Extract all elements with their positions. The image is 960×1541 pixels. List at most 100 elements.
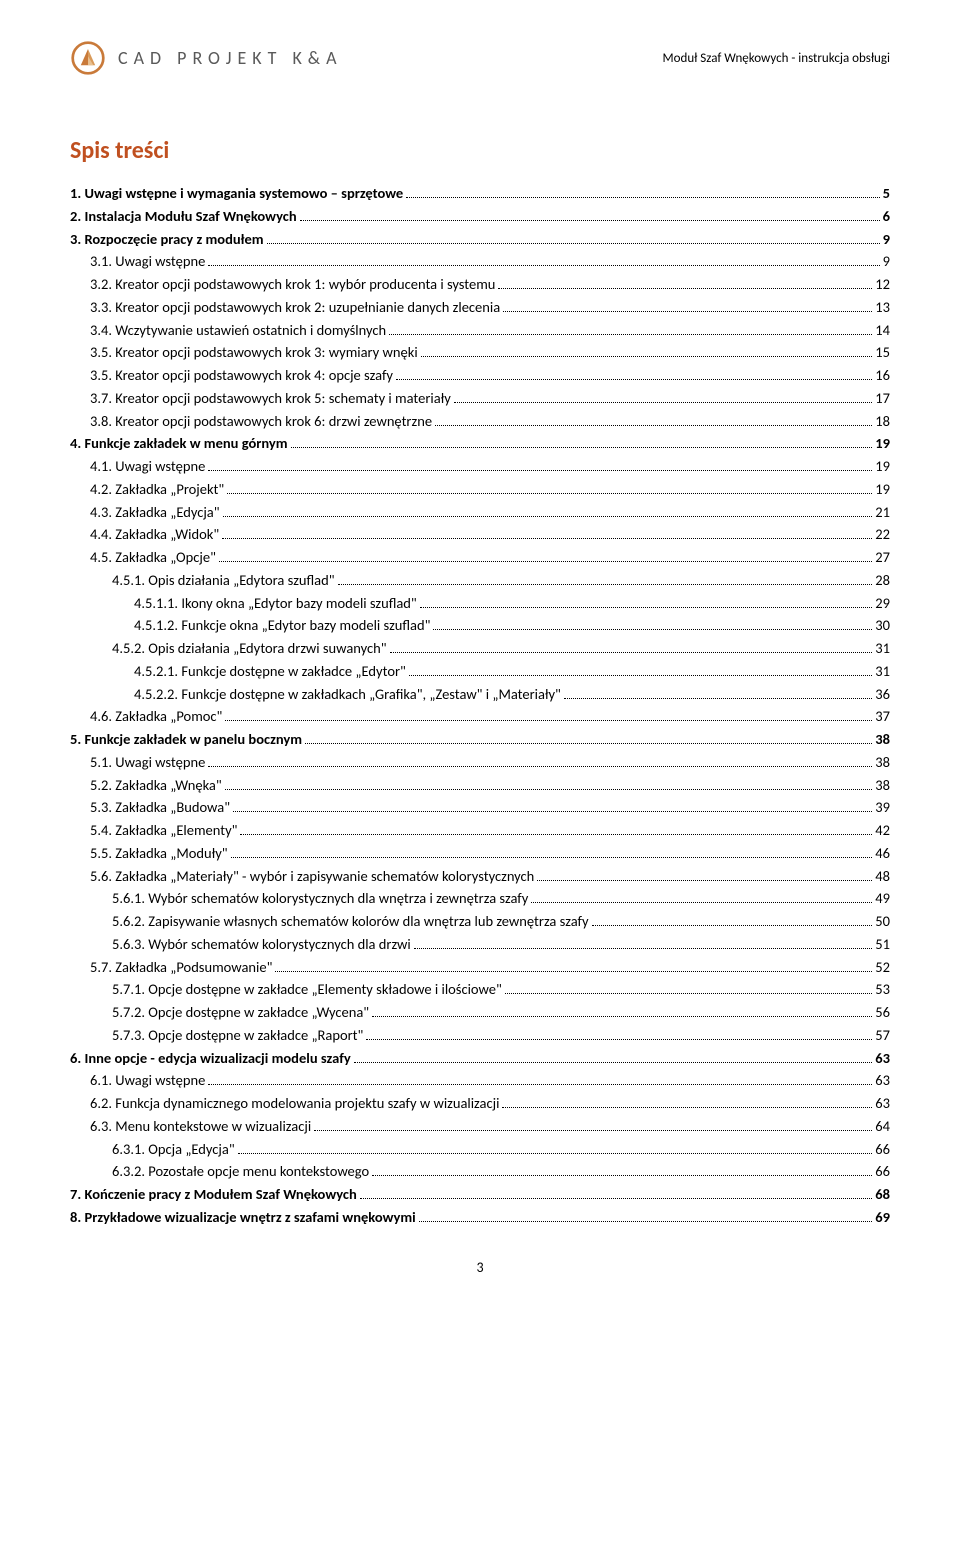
toc-label: 3.1. Uwagi wstępne (90, 251, 205, 273)
toc-entry[interactable]: 6.3.1. Opcja „Edycja"66 (70, 1139, 890, 1161)
toc-entry[interactable]: 3.4. Wczytywanie ustawień ostatnich i do… (70, 320, 890, 342)
toc-entry[interactable]: 4.5.2.1. Funkcje dostępne w zakładce „Ed… (70, 661, 890, 683)
toc-page: 57 (875, 1025, 890, 1047)
toc-leader-dots (531, 902, 872, 903)
toc-entry[interactable]: 5.6.2. Zapisywanie własnych schematów ko… (70, 911, 890, 933)
toc-entry[interactable]: 4.5.1.2. Funkcje okna „Edytor bazy model… (70, 615, 890, 637)
toc-leader-dots (233, 811, 872, 812)
toc-leader-dots (433, 629, 872, 630)
toc-label: 4.2. Zakładka „Projekt" (90, 479, 224, 501)
toc-entry[interactable]: 4.5.1.1. Ikony okna „Edytor bazy modeli … (70, 593, 890, 615)
toc-label: 3.8. Kreator opcji podstawowych krok 6: … (90, 411, 432, 433)
toc-leader-dots (592, 925, 873, 926)
toc-entry[interactable]: 7. Kończenie pracy z Modułem Szaf Wnękow… (70, 1184, 890, 1206)
toc-page: 52 (875, 957, 890, 979)
toc-entry[interactable]: 5.7.1. Opcje dostępne w zakładce „Elemen… (70, 979, 890, 1001)
toc-entry[interactable]: 3.3. Kreator opcji podstawowych krok 2: … (70, 297, 890, 319)
toc-entry[interactable]: 3. Rozpoczęcie pracy z modułem9 (70, 229, 890, 251)
toc-page: 15 (875, 342, 890, 364)
toc-leader-dots (208, 470, 872, 471)
toc-entry[interactable]: 3.2. Kreator opcji podstawowych krok 1: … (70, 274, 890, 296)
toc-entry[interactable]: 5. Funkcje zakładek w panelu bocznym38 (70, 729, 890, 751)
toc-entry[interactable]: 4.2. Zakładka „Projekt"19 (70, 479, 890, 501)
toc-page: 30 (875, 615, 890, 637)
toc-entry[interactable]: 6.1. Uwagi wstępne63 (70, 1070, 890, 1092)
toc-page: 42 (875, 820, 890, 842)
document-title: Moduł Szaf Wnękowych - instrukcja obsług… (663, 51, 890, 66)
toc-page: 63 (875, 1093, 890, 1115)
toc-entry[interactable]: 4.4. Zakładka „Widok"22 (70, 524, 890, 546)
toc-page: 19 (875, 433, 890, 455)
toc-label: 4.6. Zakładka „Pomoc" (90, 706, 222, 728)
toc-page: 13 (875, 297, 890, 319)
toc-entry[interactable]: 5.1. Uwagi wstępne38 (70, 752, 890, 774)
toc-entry[interactable]: 5.7.2. Opcje dostępne w zakładce „Wycena… (70, 1002, 890, 1024)
toc-leader-dots (372, 1175, 872, 1176)
toc-page: 50 (875, 911, 890, 933)
toc-label: 5.6.1. Wybór schematów kolorystycznych d… (112, 888, 528, 910)
toc-entry[interactable]: 4.3. Zakładka „Edycja"21 (70, 502, 890, 524)
toc-entry[interactable]: 3.5. Kreator opcji podstawowych krok 4: … (70, 365, 890, 387)
toc-entry[interactable]: 5.7. Zakładka „Podsumowanie"52 (70, 957, 890, 979)
toc-page: 64 (875, 1116, 890, 1138)
toc-page: 63 (875, 1048, 890, 1070)
toc-label: 4.3. Zakładka „Edycja" (90, 502, 220, 524)
toc-leader-dots (225, 789, 873, 790)
toc-leader-dots (208, 1084, 872, 1085)
toc-label: 5.7.1. Opcje dostępne w zakładce „Elemen… (112, 979, 502, 1001)
toc-page: 31 (875, 638, 890, 660)
toc-entry[interactable]: 4.5.1. Opis działania „Edytora szuflad"2… (70, 570, 890, 592)
toc-entry[interactable]: 4.5. Zakładka „Opcje"27 (70, 547, 890, 569)
toc-entry[interactable]: 5.3. Zakładka „Budowa" 39 (70, 797, 890, 819)
toc-entry[interactable]: 2. Instalacja Modułu Szaf Wnękowych6 (70, 206, 890, 228)
toc-page: 12 (875, 274, 890, 296)
toc-entry[interactable]: 6.2. Funkcja dynamicznego modelowania pr… (70, 1093, 890, 1115)
toc-label: 5.3. Zakładka „Budowa" (90, 797, 230, 819)
toc-label: 4.5. Zakładka „Opcje" (90, 547, 216, 569)
toc-page: 39 (875, 797, 890, 819)
toc-leader-dots (564, 698, 872, 699)
toc-label: 4.5.1.1. Ikony okna „Edytor bazy modeli … (134, 593, 417, 615)
toc-leader-dots (537, 880, 872, 881)
toc-entry[interactable]: 6.3.2. Pozostałe opcje menu kontekstoweg… (70, 1161, 890, 1183)
toc-entry[interactable]: 3.5. Kreator opcji podstawowych krok 3: … (70, 342, 890, 364)
toc-entry[interactable]: 3.7. Kreator opcji podstawowych krok 5: … (70, 388, 890, 410)
toc-page: 36 (875, 684, 890, 706)
toc-entry[interactable]: 5.5. Zakładka „Moduły"46 (70, 843, 890, 865)
toc-leader-dots (222, 538, 872, 539)
toc-leader-dots (503, 311, 872, 312)
toc-entry[interactable]: 6.3. Menu kontekstowe w wizualizacji64 (70, 1116, 890, 1138)
toc-entry[interactable]: 5.4. Zakładka „Elementy"42 (70, 820, 890, 842)
toc-entry[interactable]: 4. Funkcje zakładek w menu górnym19 (70, 433, 890, 455)
toc-entry[interactable]: 3.8. Kreator opcji podstawowych krok 6: … (70, 411, 890, 433)
toc-leader-dots (502, 1107, 872, 1108)
toc-leader-dots (291, 447, 873, 448)
toc-entry[interactable]: 8. Przykładowe wizualizacje wnętrz z sza… (70, 1207, 890, 1229)
toc-entry[interactable]: 4.5.2.2. Funkcje dostępne w zakładkach „… (70, 684, 890, 706)
toc-page: 38 (875, 752, 890, 774)
toc-label: 4.5.1.2. Funkcje okna „Edytor bazy model… (134, 615, 430, 637)
toc-label: 5.2. Zakładka „Wnęka" (90, 775, 222, 797)
toc-entry[interactable]: 4.6. Zakładka „Pomoc"37 (70, 706, 890, 728)
toc-entry[interactable]: 5.6. Zakładka „Materiały" - wybór i zapi… (70, 866, 890, 888)
toc-page: 19 (875, 456, 890, 478)
toc-label: 5.6. Zakładka „Materiały" - wybór i zapi… (90, 866, 534, 888)
toc-leader-dots (227, 493, 872, 494)
toc-entry[interactable]: 1. Uwagi wstępne i wymagania systemowo –… (70, 183, 890, 205)
toc-leader-dots (219, 561, 872, 562)
table-of-contents: 1. Uwagi wstępne i wymagania systemowo –… (70, 183, 890, 1229)
toc-entry[interactable]: 5.6.1. Wybór schematów kolorystycznych d… (70, 888, 890, 910)
toc-entry[interactable]: 6. Inne opcje - edycja wizualizacji mode… (70, 1048, 890, 1070)
toc-entry[interactable]: 5.7.3. Opcje dostępne w zakładce „Raport… (70, 1025, 890, 1047)
toc-entry[interactable]: 5.2. Zakładka „Wnęka"38 (70, 775, 890, 797)
toc-entry[interactable]: 3.1. Uwagi wstępne9 (70, 251, 890, 273)
toc-entry[interactable]: 5.6.3. Wybór schematów kolorystycznych d… (70, 934, 890, 956)
toc-leader-dots (360, 1198, 873, 1199)
toc-page: 38 (875, 729, 890, 751)
toc-entry[interactable]: 4.5.2. Opis działania „Edytora drzwi suw… (70, 638, 890, 660)
toc-label: 5.7.3. Opcje dostępne w zakładce „Raport… (112, 1025, 363, 1047)
toc-page: 69 (875, 1207, 890, 1229)
toc-page: 31 (875, 661, 890, 683)
toc-entry[interactable]: 4.1. Uwagi wstępne19 (70, 456, 890, 478)
toc-leader-dots (275, 971, 872, 972)
